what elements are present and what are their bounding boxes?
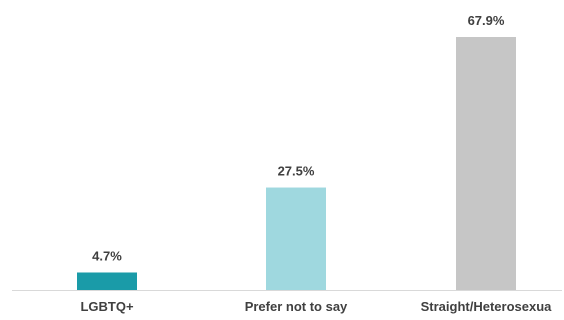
bar-0 (77, 272, 137, 290)
data-label-0: 4.7% (92, 248, 122, 263)
bar-2 (456, 37, 516, 290)
bar-1 (266, 187, 326, 290)
x-tick-label-0: LGBTQ+ (80, 299, 133, 314)
data-label-2: 67.9% (468, 13, 505, 28)
data-label-1: 27.5% (278, 164, 315, 179)
x-tick-label-2: Straight/Heterosexua (421, 299, 553, 314)
data-labels-layer: 4.7% 27.5% 67.9% (92, 13, 505, 263)
bars-layer (77, 37, 516, 290)
x-tick-label-1: Prefer not to say (245, 299, 348, 314)
x-tick-labels-layer: LGBTQ+ Prefer not to say Straight/Heterose… (80, 299, 552, 314)
